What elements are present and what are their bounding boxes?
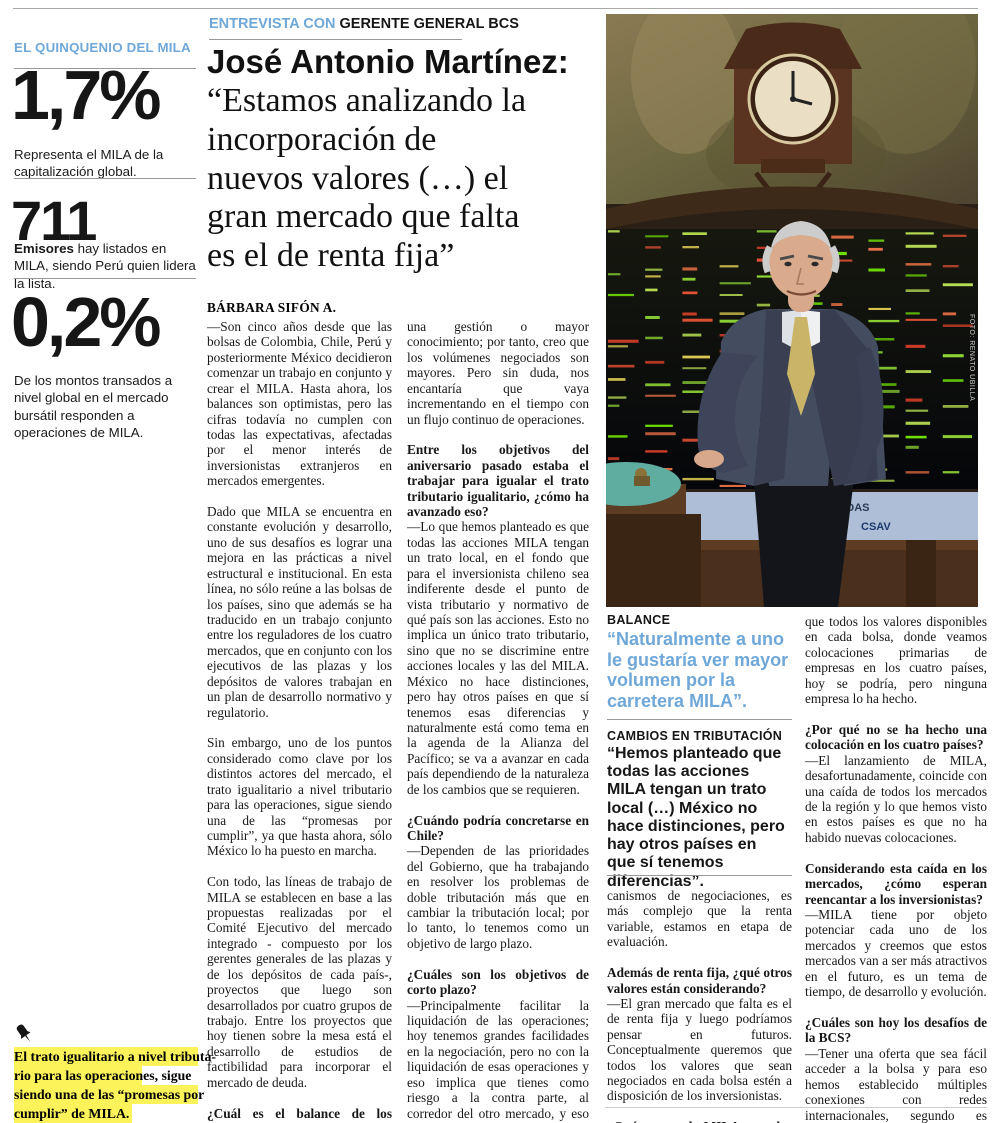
svg-text:CSAV: CSAV [861, 521, 891, 533]
